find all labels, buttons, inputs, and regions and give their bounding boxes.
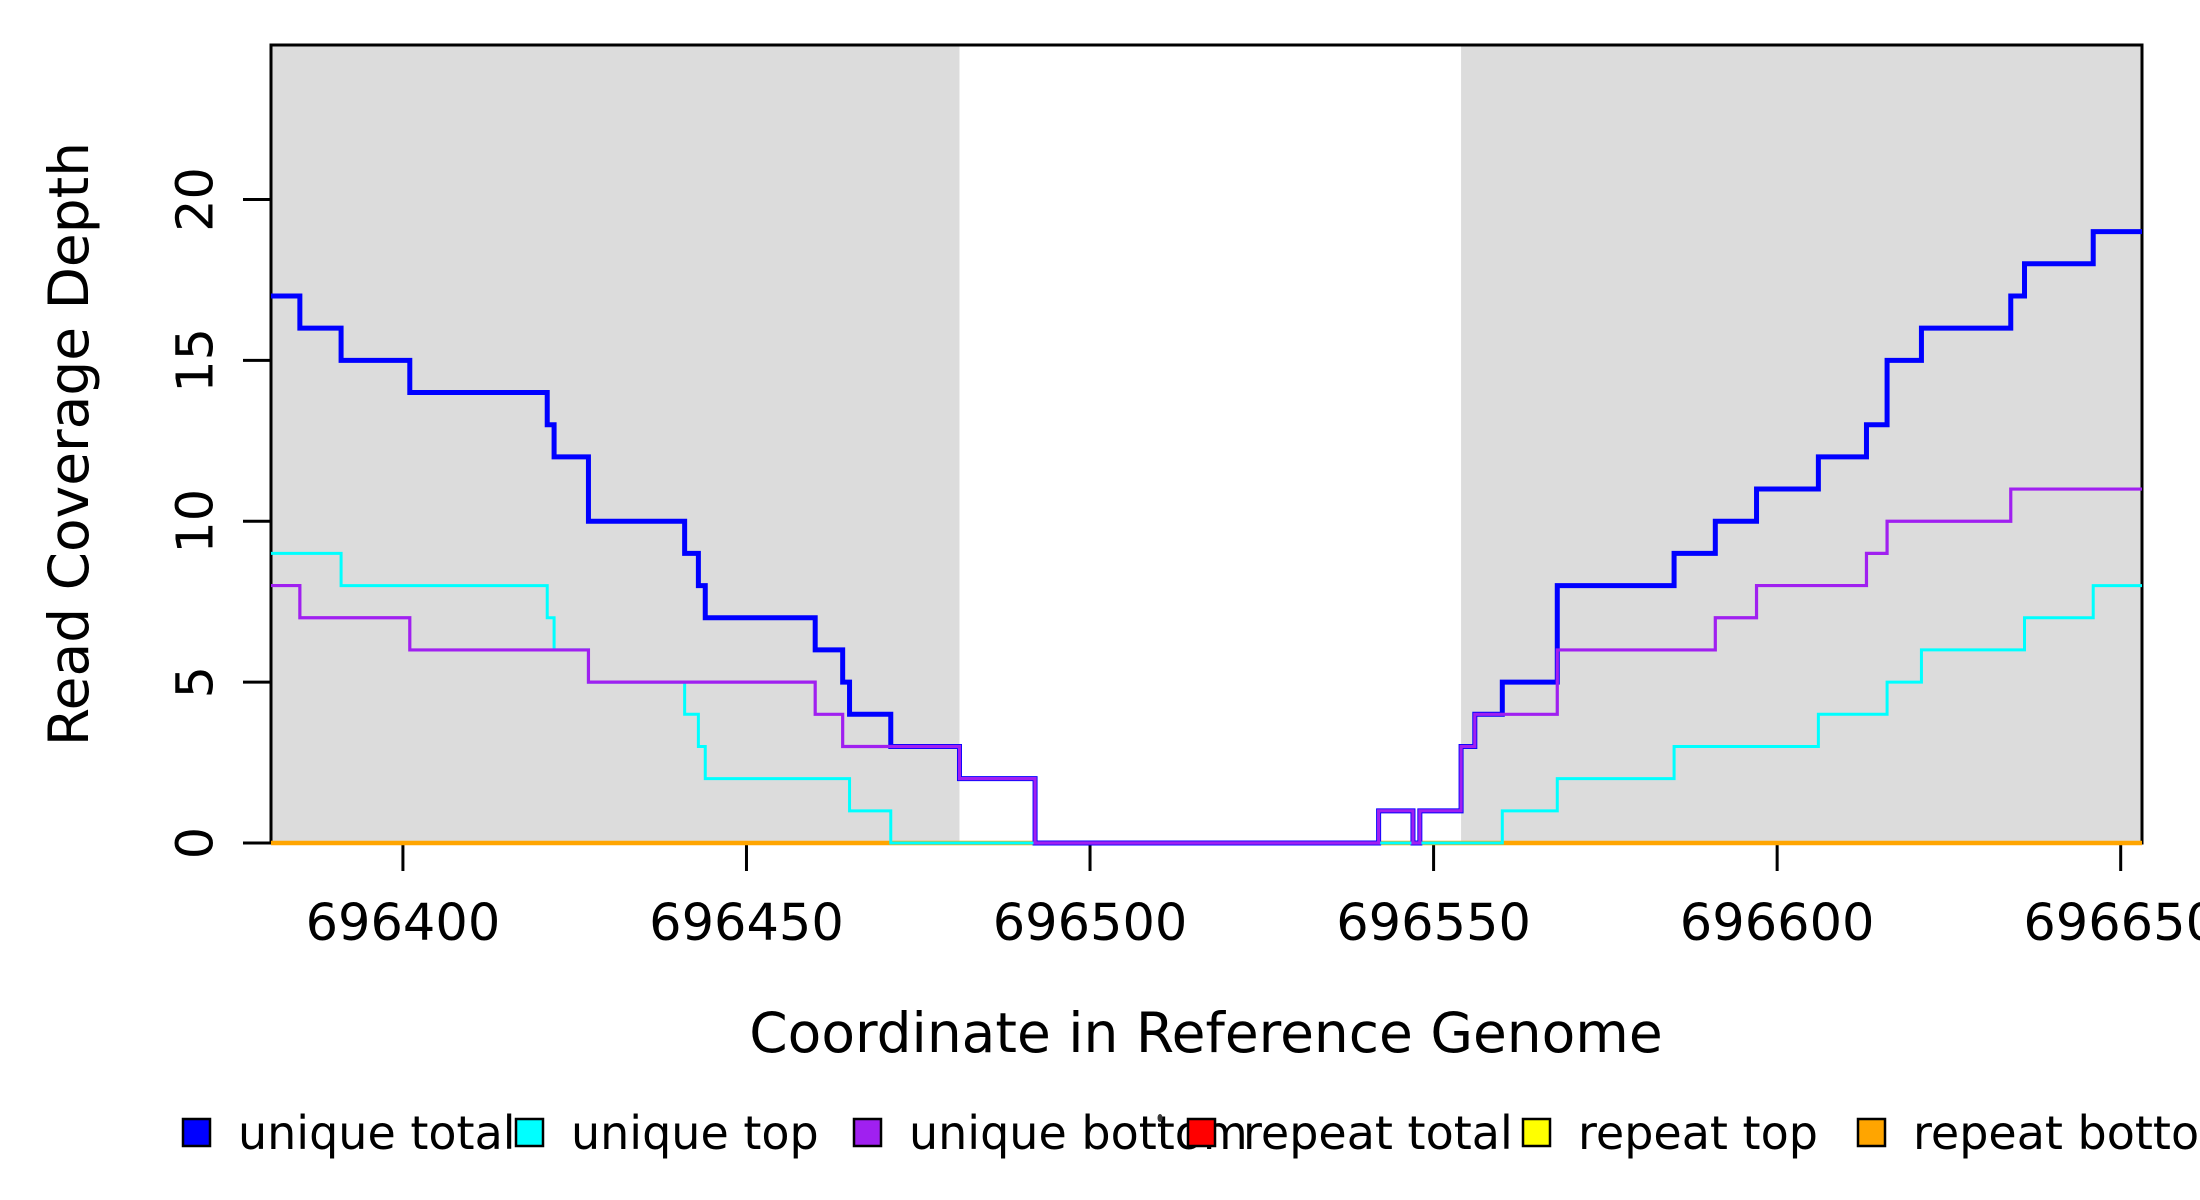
series-line-unique-bottom [271, 487, 2142, 845]
x-axis: 696400 696450 696500 696550 696600 696650 [306, 843, 2200, 953]
y-tick-label: 20 [167, 167, 226, 232]
y-axis: 0 5 10 15 20 [167, 167, 271, 859]
x-axis-title: Coordinate in Reference Genome [749, 1001, 1662, 1065]
legend-swatch-repeat-bottom [1856, 1117, 1887, 1148]
x-tick-label: 696650 [2023, 894, 2200, 953]
x-tick-label: 696550 [1336, 894, 1531, 953]
x-tick-label: 696500 [993, 894, 1188, 953]
shaded-bands [271, 45, 2142, 843]
y-tick-label: 15 [167, 328, 226, 393]
y-tick-label: 5 [167, 666, 226, 698]
legend-swatch-unique-top [514, 1117, 545, 1148]
legend-label-unique-top: unique top [571, 1106, 819, 1160]
y-tick-label: 10 [167, 489, 226, 554]
x-tick-label: 696600 [1680, 894, 1875, 953]
legend-label-unique-total: unique total [238, 1106, 516, 1160]
y-axis-title: Read Coverage Depth [37, 142, 101, 746]
legend-swatch-unique-total [181, 1117, 212, 1148]
x-tick-label: 696450 [649, 894, 844, 953]
legend: unique total unique top unique bottomrepea… [181, 1106, 2200, 1160]
legend-swatch-repeat-top [1521, 1117, 1552, 1148]
series-line-unique-top [271, 551, 2142, 845]
stray-mark [1157, 1114, 1163, 1122]
legend-label-repeat-top: repeat top [1578, 1106, 1818, 1160]
legend-swatch-unique-bottom [852, 1117, 883, 1148]
legend-label-repeat-total: repeat total [1243, 1106, 1513, 1160]
right-gray-band [1461, 45, 2142, 843]
y-tick-label: 0 [167, 827, 226, 859]
left-gray-band [271, 45, 960, 843]
legend-swatch-repeat-total [1186, 1117, 1217, 1148]
series-lines [271, 229, 2142, 846]
legend-label-repeat-bottom: repeat bottom [1913, 1106, 2200, 1160]
x-tick-label: 696400 [306, 894, 501, 953]
